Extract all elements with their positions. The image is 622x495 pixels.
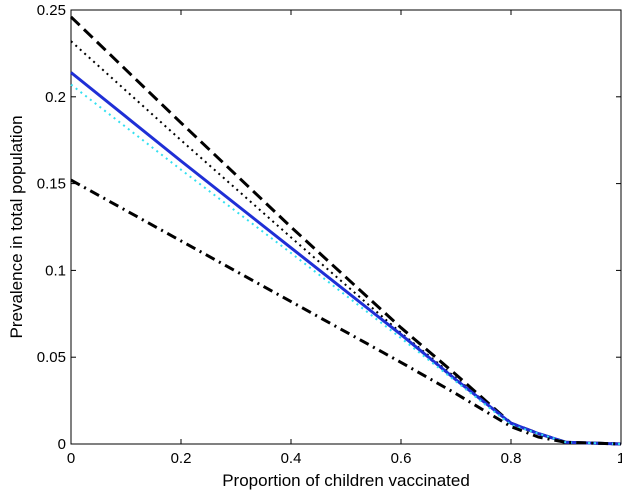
x-tick-label: 0.2: [171, 450, 192, 467]
y-tick-label: 0: [58, 436, 66, 453]
series-line-1-dashed: [69, 15, 622, 446]
axis-ticks: 0 0.2 0.4 0.6 0.8 1 0 0.05 0.1 0.15 0.2 0.25: [37, 2, 622, 467]
y-tick-label: 0.05: [37, 349, 66, 366]
y-tick-label: 0.2: [45, 89, 66, 106]
y-tick-label: 0.1: [45, 262, 66, 279]
x-tick-label: 0.4: [281, 450, 302, 467]
y-tick-label: 0.25: [37, 2, 66, 19]
series-lines: [69, 15, 622, 446]
y-tick-label: 0.15: [37, 176, 66, 193]
x-tick-label: 0.6: [391, 450, 412, 467]
y-axis-title: Prevalence in total population: [7, 115, 26, 338]
x-tick-label: 0.8: [501, 450, 522, 467]
x-tick-label: 1: [617, 450, 622, 467]
x-axis-title: Proportion of children vaccinated: [222, 471, 470, 490]
x-tick-label: 0: [67, 450, 75, 467]
series-line-5-dashdot: [70, 178, 622, 446]
series-line-4-dotted: [70, 83, 622, 445]
plot-area: [70, 9, 622, 445]
